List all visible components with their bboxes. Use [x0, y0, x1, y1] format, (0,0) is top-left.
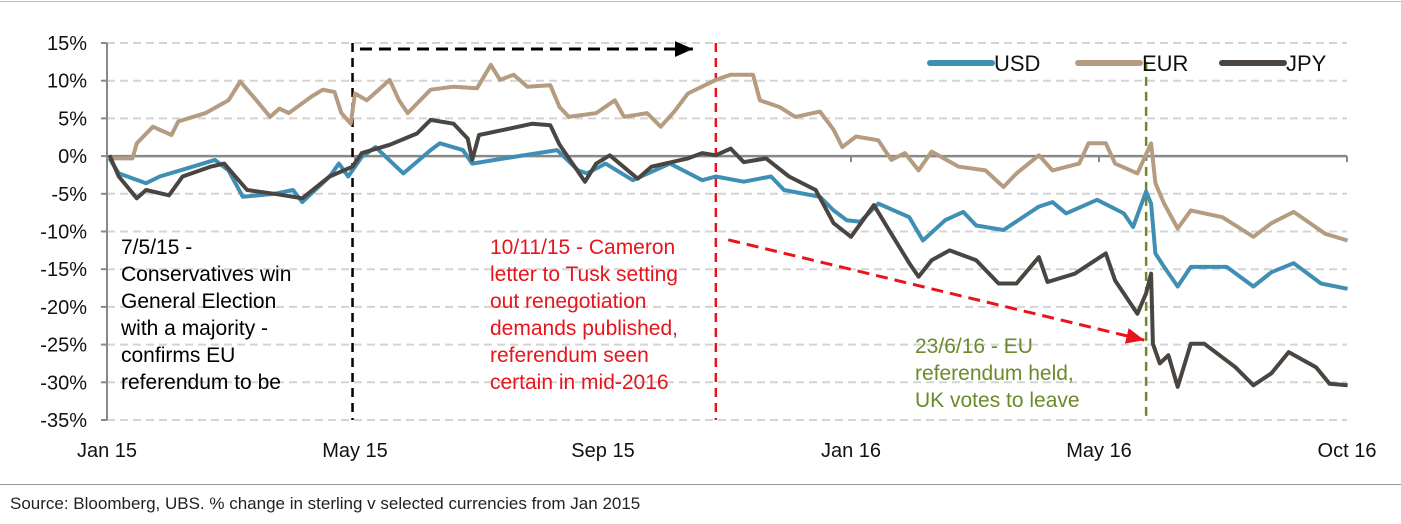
annotation-arrow	[727, 238, 1145, 344]
annotation-text: demands published,	[490, 317, 678, 340]
y-tick-label: -15%	[40, 259, 87, 281]
annotation-text: 7/5/15 -	[121, 236, 192, 259]
y-tick-label: -10%	[40, 222, 87, 244]
series-line-eur	[109, 62, 1349, 243]
top-rule	[0, 1, 1401, 2]
x-tick-label: Jan 16	[821, 440, 881, 462]
y-tick-label: -35%	[40, 410, 87, 432]
x-tick-label: Sep 15	[571, 440, 634, 462]
annotation-text: certain in mid-2016	[490, 371, 669, 394]
annotation-text: 23/6/16 - EU	[915, 335, 1033, 358]
annotation-text: out renegotiation	[490, 290, 646, 313]
x-tick-label: May 16	[1066, 440, 1132, 462]
series-line-jpy	[107, 117, 1348, 389]
bottom-rule	[0, 484, 1401, 485]
annotation-text: with a majority -	[120, 317, 268, 340]
x-tick-label: Oct 16	[1318, 440, 1377, 462]
y-tick-label: 15%	[47, 33, 87, 55]
source-note: Source: Bloomberg, UBS. % change in ster…	[10, 494, 641, 513]
y-tick-label: -25%	[40, 335, 87, 357]
annotation-text: General Election	[121, 290, 276, 313]
x-tick-label: May 15	[322, 440, 388, 462]
y-tick-label: 10%	[47, 71, 87, 93]
series-line-usd	[107, 141, 1348, 291]
y-tick-label: -30%	[40, 372, 87, 394]
annotation-text: referendum held,	[915, 362, 1074, 385]
y-tick-label: -20%	[40, 297, 87, 319]
annotation-text: Conservatives win	[121, 263, 291, 286]
y-tick-label: 5%	[58, 108, 87, 130]
x-tick-label: Jan 15	[77, 440, 137, 462]
annotation-text: referendum to be	[121, 371, 281, 394]
y-tick-label: -5%	[51, 184, 87, 206]
annotation-text: confirms EU	[121, 344, 235, 367]
legend-label-eur: EUR	[1142, 51, 1188, 76]
y-tick-label: 0%	[58, 146, 87, 168]
annotation-text: referendum seen	[490, 344, 649, 367]
annotation-text: letter to Tusk setting	[490, 263, 678, 286]
annotation-text: 10/11/15 - Cameron	[490, 236, 675, 259]
legend-label-usd: USD	[994, 51, 1040, 76]
legend-label-jpy: JPY	[1286, 51, 1327, 76]
annotation-text: UK votes to leave	[915, 389, 1080, 412]
